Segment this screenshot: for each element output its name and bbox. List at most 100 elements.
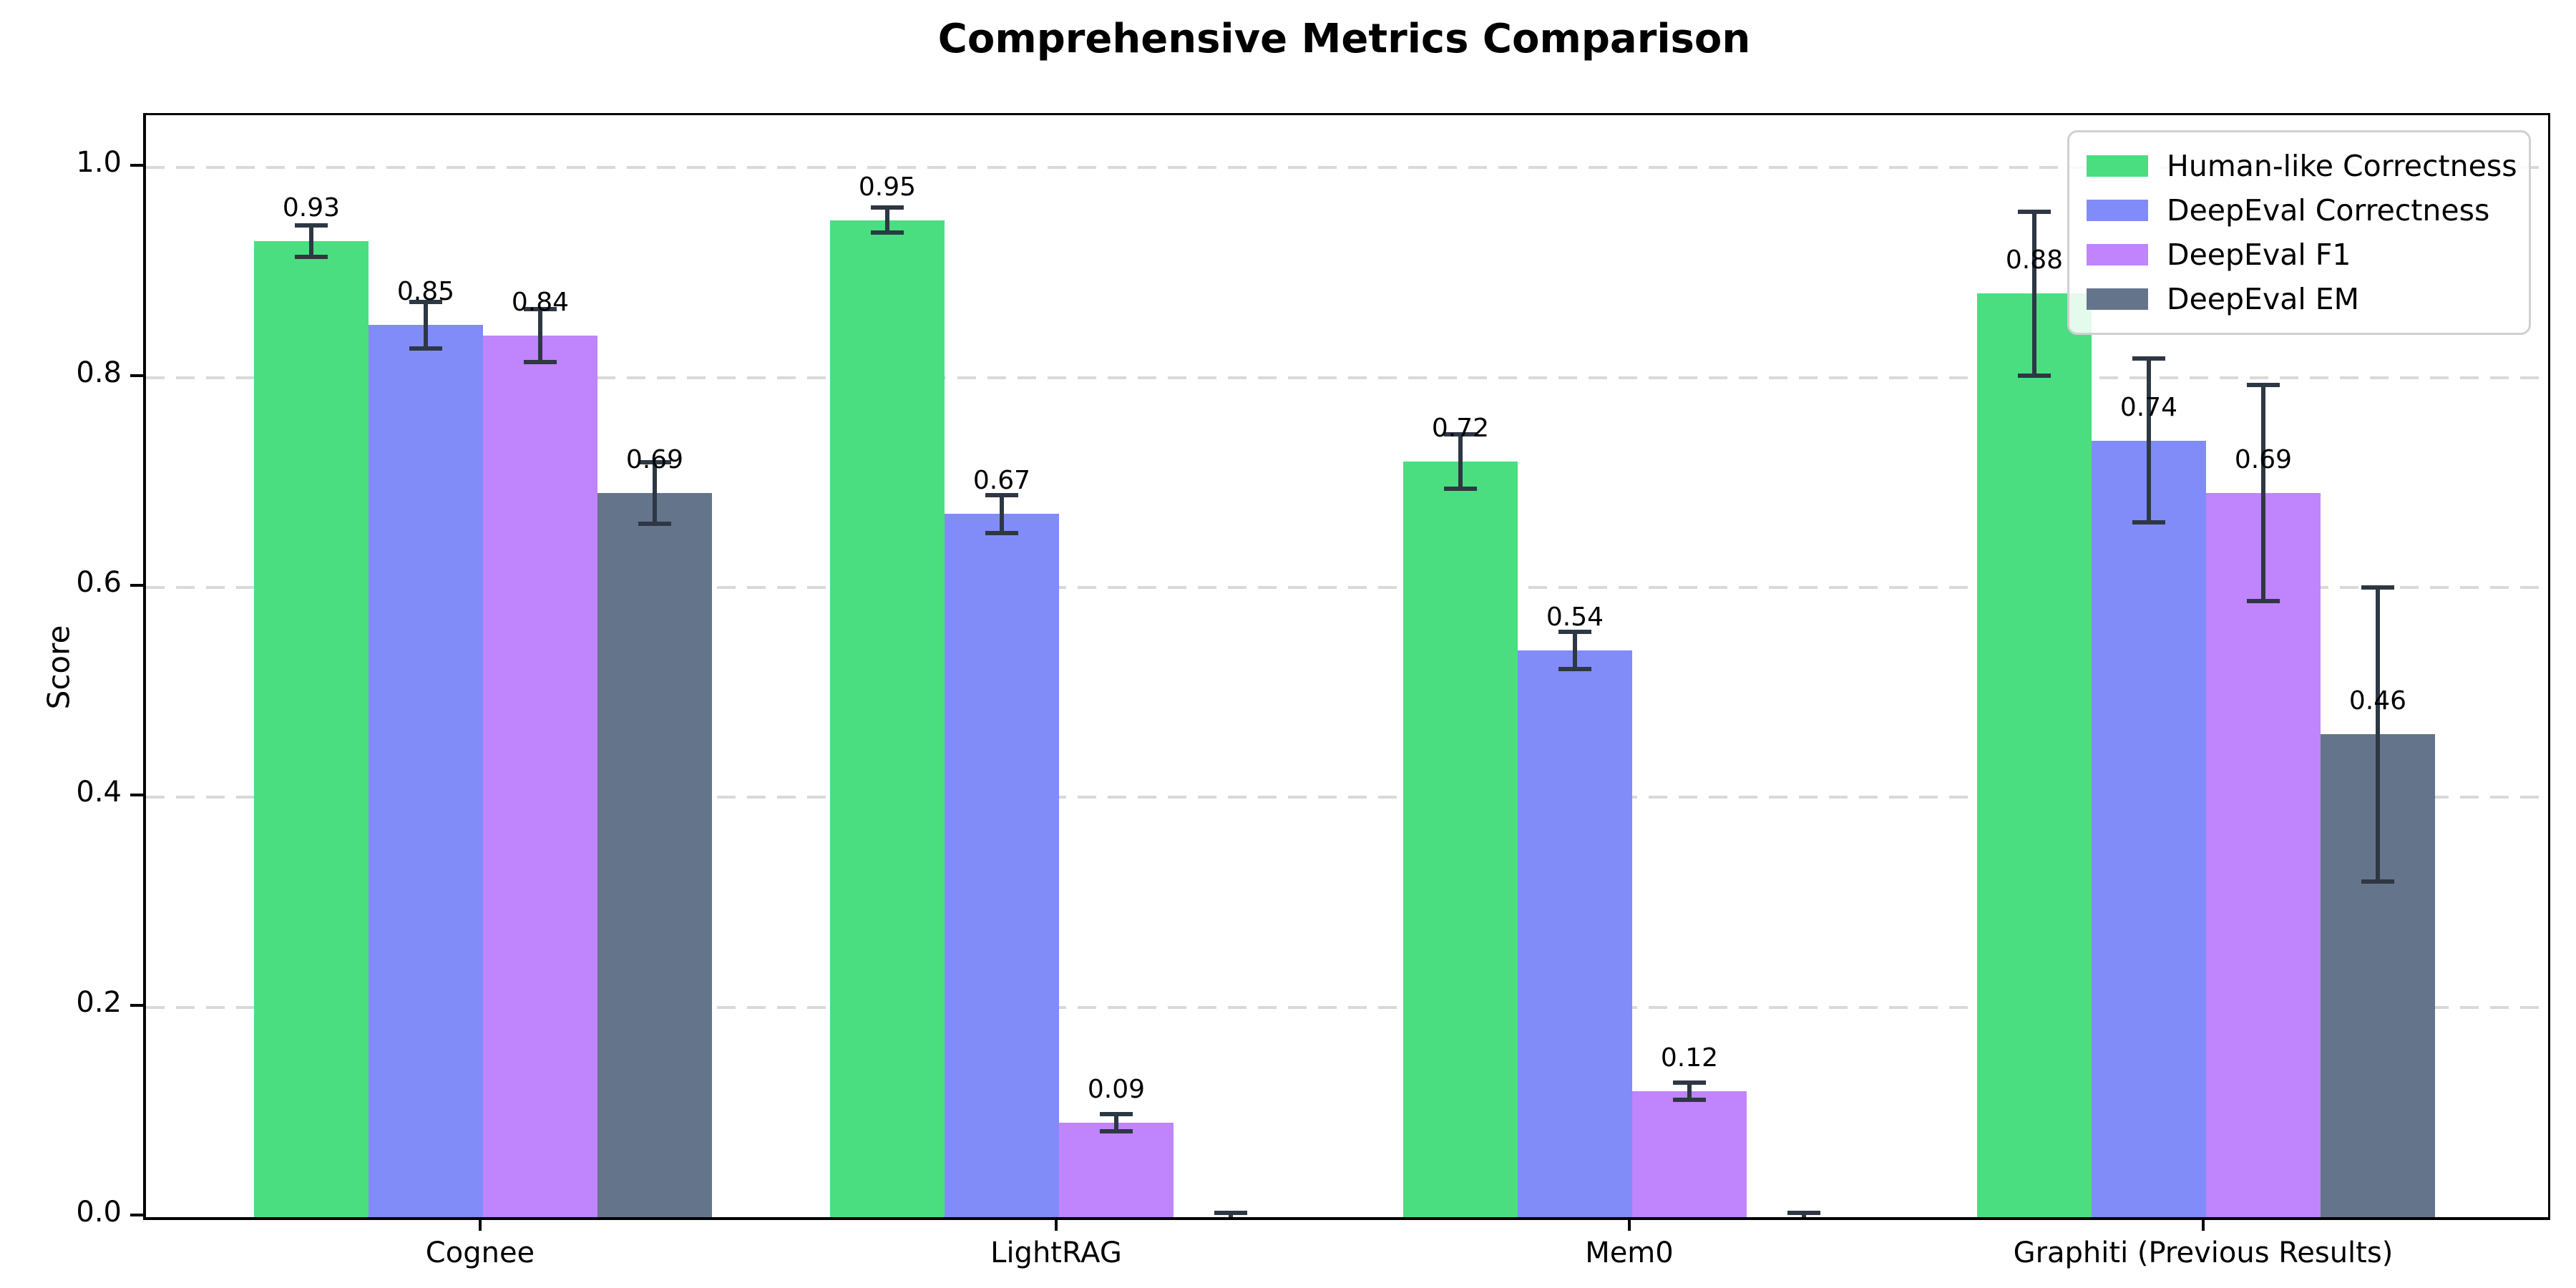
x-tick-mark-graphiti-previous-results [2201, 1218, 2205, 1231]
bar-human-like-correctness-lightrag [829, 220, 945, 1217]
error-bar-cap-bottom [409, 346, 442, 351]
y-tick-mark-1.0 [130, 164, 143, 167]
error-bar [423, 302, 428, 348]
error-bar [2146, 358, 2151, 523]
error-bar-cap-top [2132, 356, 2165, 361]
error-bar [1687, 1083, 1692, 1100]
chart-title: Comprehensive Metrics Comparison [937, 16, 1751, 62]
error-bar-cap-top [870, 205, 904, 210]
bar-value-label: 0.09 [1087, 1075, 1146, 1104]
error-bar-cap-top [294, 223, 328, 228]
x-tick-mark-cognee [478, 1218, 482, 1231]
y-tick-label: 0.2 [76, 985, 122, 1019]
bar-deepeval-f1-graphiti-previous-results [2205, 493, 2321, 1217]
bar-value-label: 0.67 [972, 466, 1031, 496]
error-bar-cap-top [1443, 431, 1477, 436]
legend-item-human-like-correctness: Human-like Correctness [2087, 144, 2517, 188]
gridline-y-0.4 [146, 796, 2548, 799]
legend-label-deepeval-correctness: DeepEval Correctness [2167, 193, 2490, 228]
bar-deepeval-em-cognee [597, 493, 712, 1217]
error-bar-cap-bottom [2246, 599, 2280, 604]
bar-value-label: 0.93 [282, 193, 341, 223]
y-tick-label: 0.8 [76, 356, 122, 389]
error-bar-cap-bottom [1672, 1097, 1706, 1102]
legend-item-deepeval-correctness: DeepEval Correctness [2087, 188, 2512, 233]
bar-value-label: 0.69 [625, 445, 684, 474]
y-tick-mark-0.4 [130, 794, 143, 797]
bar-value-label: 0.85 [396, 277, 455, 307]
error-bar-cap-top [2361, 585, 2394, 590]
error-bar-cap-bottom [2132, 520, 2165, 525]
error-bar [2260, 384, 2265, 602]
bar-deepeval-f1-mem0 [1631, 1091, 1747, 1217]
bar-value-label: 0.95 [858, 172, 917, 202]
error-bar [1458, 434, 1463, 489]
bar-value-label: 0.12 [1660, 1043, 1719, 1073]
legend: Human-like Correctness DeepEval Correctne… [2067, 130, 2531, 335]
bar-deepeval-correctness-cognee [368, 325, 483, 1217]
bar-value-label: 0.54 [1546, 602, 1604, 632]
bar-value-label: 0.74 [2119, 392, 2178, 422]
error-bar [2031, 211, 2036, 376]
error-bar-cap-bottom [870, 230, 904, 235]
error-bar-cap-bottom [294, 255, 328, 259]
error-bar-cap-bottom [2361, 879, 2394, 884]
bar-deepeval-correctness-lightrag [944, 514, 1059, 1217]
y-axis-label: Score [41, 625, 77, 710]
legend-item-deepeval-f1: DeepEval F1 [2087, 233, 2512, 277]
error-bar [2375, 587, 2380, 882]
y-tick-mark-0.2 [130, 1003, 143, 1007]
bar-value-label: 0.46 [2348, 686, 2407, 716]
error-bar [999, 494, 1004, 533]
gridline-y-1.0 [146, 166, 2548, 170]
error-bar [1572, 631, 1577, 670]
y-tick-mark-0.0 [130, 1214, 143, 1216]
gridline-y-0.6 [146, 586, 2548, 589]
error-bar-cap-top [1214, 1211, 1247, 1216]
legend-swatch-deepeval-f1 [2087, 244, 2148, 265]
error-bar [537, 309, 542, 362]
error-bar-cap-top [2017, 209, 2051, 214]
error-bar-cap-bottom [523, 359, 557, 364]
error-bar-cap-bottom [1443, 487, 1477, 492]
error-bar [1113, 1114, 1118, 1131]
error-bar-cap-bottom [1558, 667, 1591, 672]
error-bar [308, 225, 313, 257]
error-bar-cap-top [985, 492, 1018, 497]
error-bar-cap-top [1558, 629, 1591, 634]
bar-deepeval-correctness-graphiti-previous-results [2091, 440, 2206, 1217]
error-bar-cap-bottom [1099, 1128, 1133, 1133]
bar-human-like-correctness-graphiti-previous-results [1976, 293, 2092, 1217]
legend-swatch-human-like-correctness [2087, 155, 2148, 177]
bar-deepeval-f1-lightrag [1058, 1123, 1174, 1217]
error-bar [652, 462, 657, 524]
error-bar-cap-top [638, 460, 671, 465]
bar-human-like-correctness-cognee [253, 241, 369, 1217]
error-bar-cap-bottom [985, 530, 1018, 535]
bar-human-like-correctness-mem0 [1402, 462, 1518, 1217]
bar-value-label: 0.84 [511, 288, 570, 317]
gridline-y-0.8 [146, 376, 2548, 379]
bar-value-label: 0.69 [2234, 445, 2293, 474]
error-bar-cap-bottom [2017, 373, 2051, 378]
x-tick-label-graphiti-previous-results: Graphiti (Previous Results) [2013, 1236, 2394, 1269]
x-tick-label-mem0: Mem0 [1585, 1236, 1674, 1269]
bar-deepeval-correctness-mem0 [1517, 650, 1632, 1217]
y-tick-mark-0.6 [130, 584, 143, 587]
y-tick-label: 1.0 [76, 146, 122, 180]
legend-label-human-like-correctness: Human-like Correctness [2167, 149, 2517, 183]
bar-value-label: 0.72 [1431, 414, 1490, 443]
error-bar-cap-top [1787, 1211, 1820, 1216]
error-bar-cap-top [1672, 1080, 1706, 1085]
error-bar-cap-bottom [638, 521, 671, 526]
error-bar-cap-top [523, 307, 557, 312]
x-tick-label-lightrag: LightRAG [990, 1236, 1122, 1269]
error-bar [884, 208, 889, 233]
legend-swatch-deepeval-correctness [2087, 200, 2148, 221]
legend-item-deepeval-em: DeepEval EM [2087, 277, 2512, 321]
y-tick-label: 0.4 [76, 776, 122, 809]
error-bar-cap-top [1099, 1112, 1133, 1117]
y-tick-label: 0.0 [76, 1196, 122, 1229]
error-bar-cap-top [409, 300, 442, 305]
